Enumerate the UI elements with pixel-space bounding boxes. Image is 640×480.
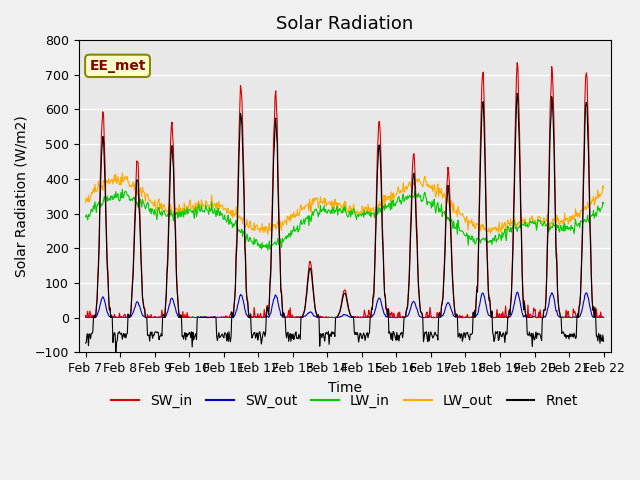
Text: EE_met: EE_met [90, 59, 146, 73]
Legend: SW_in, SW_out, LW_in, LW_out, Rnet: SW_in, SW_out, LW_in, LW_out, Rnet [106, 389, 584, 414]
X-axis label: Time: Time [328, 381, 362, 395]
Title: Solar Radiation: Solar Radiation [276, 15, 413, 33]
Y-axis label: Solar Radiation (W/m2): Solar Radiation (W/m2) [15, 115, 29, 277]
